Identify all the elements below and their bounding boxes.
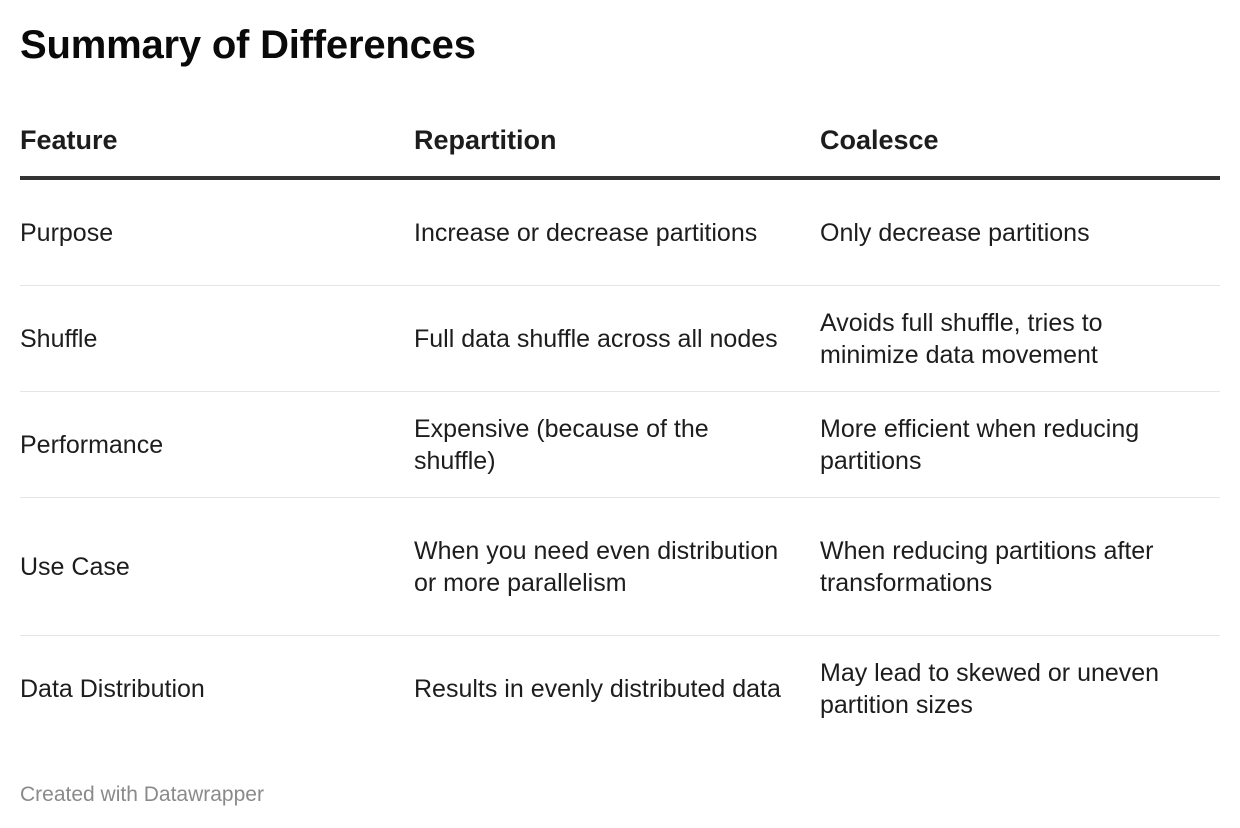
table-row: Data Distribution Results in evenly dist…	[20, 636, 1220, 742]
table-row: Use Case When you need even distribution…	[20, 497, 1220, 636]
feature-label: Data Distribution	[20, 674, 205, 703]
feature-label: Purpose	[20, 218, 114, 247]
coalesce-value: May lead to skewed or uneven partition s…	[820, 658, 1160, 719]
table-row: Performance Expensive (because of the sh…	[20, 391, 1220, 498]
column-header-feature: Feature	[20, 120, 414, 180]
repartition-value: Increase or decrease partitions	[414, 218, 758, 247]
feature-cell: Performance	[20, 391, 414, 498]
coalesce-cell: May lead to skewed or uneven partition s…	[820, 636, 1220, 742]
coalesce-cell: Avoids full shuffle, tries to minimize d…	[820, 285, 1220, 392]
coalesce-cell: When reducing partitions after transform…	[820, 497, 1220, 636]
table-row: Purpose Increase or decrease partitions …	[20, 178, 1220, 286]
repartition-value: Full data shuffle across all nodes	[414, 324, 778, 353]
column-header-coalesce: Coalesce	[820, 120, 1220, 180]
feature-cell: Purpose	[20, 178, 414, 286]
repartition-cell: Increase or decrease partitions	[414, 178, 820, 286]
repartition-value: Results in evenly distributed data	[414, 674, 781, 703]
repartition-cell: When you need even distribution or more …	[414, 497, 820, 636]
coalesce-value: When reducing partitions after transform…	[820, 536, 1154, 597]
feature-label: Performance	[20, 430, 164, 459]
repartition-value: When you need even distribution or more …	[414, 536, 779, 597]
coalesce-cell: Only decrease partitions	[820, 178, 1220, 286]
feature-cell: Shuffle	[20, 285, 414, 392]
repartition-value: Expensive (because of the shuffle)	[414, 414, 709, 475]
coalesce-value: Only decrease partitions	[820, 218, 1090, 247]
table-header-row: Feature Repartition Coalesce	[20, 120, 1220, 180]
table-row: Shuffle Full data shuffle across all nod…	[20, 285, 1220, 392]
feature-label: Use Case	[20, 552, 130, 581]
repartition-cell: Full data shuffle across all nodes	[414, 285, 820, 392]
repartition-cell: Expensive (because of the shuffle)	[414, 391, 820, 498]
column-header-repartition: Repartition	[414, 120, 820, 180]
coalesce-value: Avoids full shuffle, tries to minimize d…	[820, 308, 1103, 369]
feature-label: Shuffle	[20, 324, 98, 353]
feature-cell: Data Distribution	[20, 636, 414, 742]
datawrapper-credit[interactable]: Created with Datawrapper	[20, 783, 264, 806]
page-title: Summary of Differences	[20, 23, 476, 67]
differences-table: Feature Repartition Coalesce Purpose Inc…	[20, 120, 1220, 741]
repartition-cell: Results in evenly distributed data	[414, 636, 820, 742]
coalesce-cell: More efficient when reducing partitions	[820, 391, 1220, 498]
feature-cell: Use Case	[20, 497, 414, 636]
coalesce-value: More efficient when reducing partitions	[820, 414, 1140, 475]
